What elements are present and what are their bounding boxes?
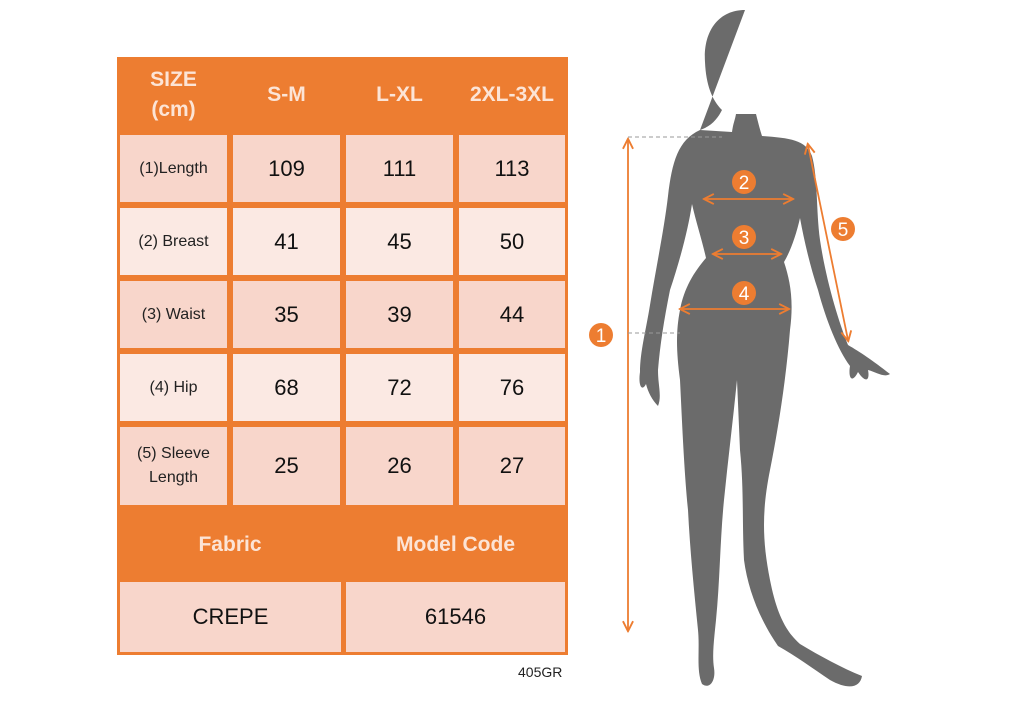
size-value-2xl-3xl: 50: [459, 208, 565, 275]
marker-2: 2: [732, 170, 756, 194]
header-s-m: S-M: [267, 82, 306, 106]
measurement-annotations: [628, 136, 848, 630]
marker-1-label: 1: [596, 326, 607, 347]
row-label: (4) Hip: [120, 354, 227, 421]
fabric-value: CREPE: [120, 582, 341, 652]
size-value-2xl-3xl: 113: [459, 135, 565, 202]
size-value-l-xl: 45: [346, 208, 453, 275]
row-label: (1)Length: [120, 135, 227, 202]
marker-1: 1: [589, 323, 613, 347]
model-code-value: 61546: [346, 582, 565, 652]
size-value-s-m: 35: [233, 281, 340, 348]
marker-4-label: 4: [739, 284, 750, 305]
size-value-2xl-3xl: 44: [459, 281, 565, 348]
product-code: 405GR: [518, 664, 563, 680]
sleeve-arrow: [808, 145, 848, 340]
size-value-s-m: 68: [233, 354, 340, 421]
size-chart-table: SIZE (cm) S-M L-XL 2XL-3XL (1)Length 109 1…: [117, 57, 568, 655]
marker-3: 3: [732, 225, 756, 249]
size-value-l-xl: 39: [346, 281, 453, 348]
header-2xl-3xl: 2XL-3XL: [469, 82, 555, 106]
marker-3-label: 3: [739, 228, 750, 249]
header-size-cm: SIZE (cm): [117, 57, 230, 132]
row-label: (5) Sleeve Length: [120, 427, 227, 505]
size-value-s-m: 41: [233, 208, 340, 275]
marker-4: 4: [732, 281, 756, 305]
size-value-l-xl: 72: [346, 354, 453, 421]
size-value-s-m: 109: [233, 135, 340, 202]
size-value-2xl-3xl: 76: [459, 354, 565, 421]
row-label: (2) Breast: [120, 208, 227, 275]
marker-5: 5: [831, 217, 855, 241]
row-label: (3) Waist: [120, 281, 227, 348]
size-value-s-m: 25: [233, 427, 340, 505]
marker-2-label: 2: [739, 173, 750, 194]
size-value-2xl-3xl: 27: [459, 427, 565, 505]
woman-silhouette: [639, 10, 890, 687]
header-unit: (cm): [151, 97, 196, 121]
size-value-l-xl: 26: [346, 427, 453, 505]
size-value-l-xl: 111: [346, 135, 453, 202]
header-size: SIZE: [150, 67, 197, 91]
model-code-header: Model Code: [396, 533, 515, 556]
header-l-xl: L-XL: [376, 82, 423, 106]
marker-5-label: 5: [838, 220, 849, 241]
fabric-header: Fabric: [198, 533, 262, 556]
